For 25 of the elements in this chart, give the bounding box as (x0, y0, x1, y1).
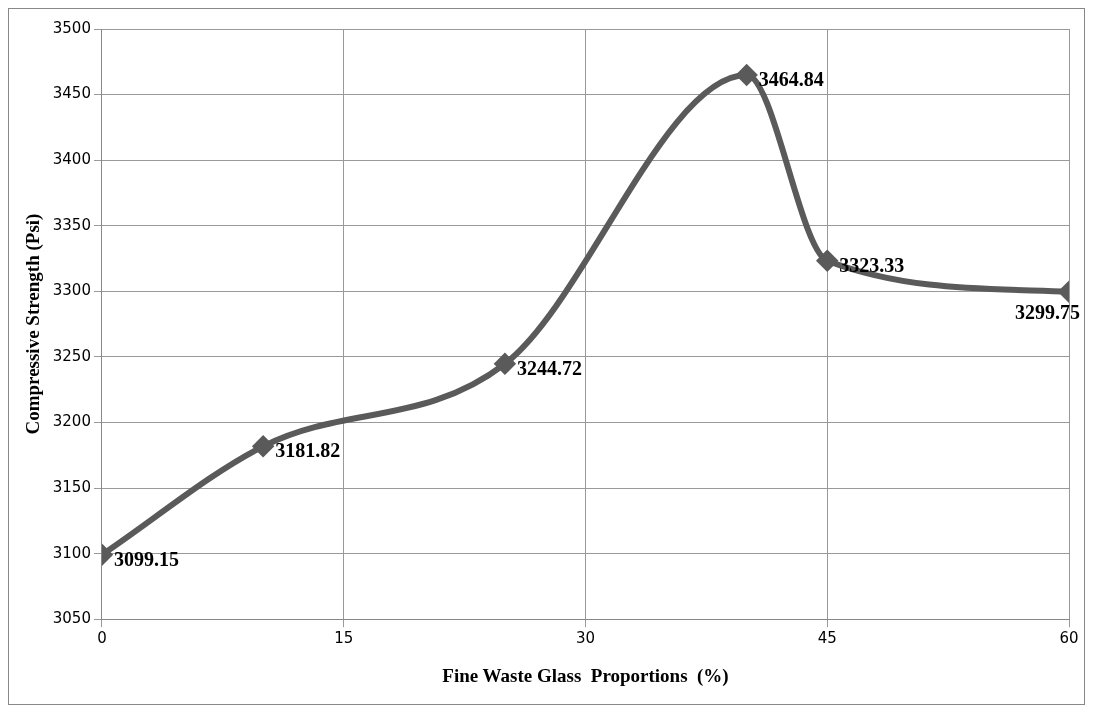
x-tick-label: 0 (97, 629, 107, 648)
y-tick-label: 3300 (52, 281, 91, 300)
y-tick-label: 3050 (52, 609, 91, 628)
x-axis-title: Fine Waste Glass Proportions (%) (442, 664, 729, 687)
x-tick-label: 60 (1059, 629, 1079, 648)
y-tick-label: 3400 (52, 150, 91, 169)
y-tick-label: 3250 (52, 346, 91, 365)
y-tick-label: 3350 (52, 215, 91, 234)
y-axis-title: Compressive Strength (Psi) (22, 213, 45, 435)
y-tick-label: 3150 (52, 477, 91, 496)
data-label: 3299.75 (1015, 300, 1080, 323)
y-tick-label: 3100 (52, 543, 91, 562)
x-tick-label: 15 (334, 629, 354, 648)
x-tick-label: 30 (575, 629, 596, 648)
point (494, 353, 515, 374)
y-tick-label: 3200 (52, 412, 91, 431)
y-tick-label: 3500 (52, 18, 91, 37)
data-label: 3323.33 (839, 253, 905, 276)
x-tick-label: 45 (817, 629, 837, 648)
point (736, 65, 757, 86)
y-tick-label: 3450 (52, 84, 91, 103)
data-label: 3181.82 (275, 439, 341, 462)
data-label: 3099.15 (113, 547, 179, 570)
data-label: 3464.84 (758, 68, 824, 91)
data-label: 3244.72 (516, 356, 582, 379)
